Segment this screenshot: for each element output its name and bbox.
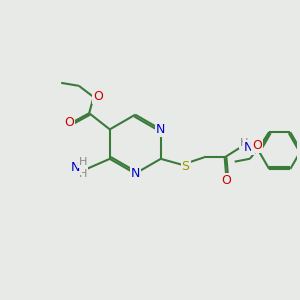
Text: N: N [156, 123, 166, 136]
Text: H: H [240, 138, 248, 148]
Text: N: N [130, 167, 140, 180]
Text: O: O [252, 139, 262, 152]
Text: N: N [244, 141, 254, 154]
Text: O: O [64, 116, 74, 128]
Text: O: O [93, 91, 103, 103]
Text: H: H [79, 157, 88, 167]
Text: O: O [221, 174, 231, 187]
Text: N: N [71, 161, 81, 174]
Text: S: S [182, 160, 190, 173]
Text: H: H [79, 169, 88, 178]
